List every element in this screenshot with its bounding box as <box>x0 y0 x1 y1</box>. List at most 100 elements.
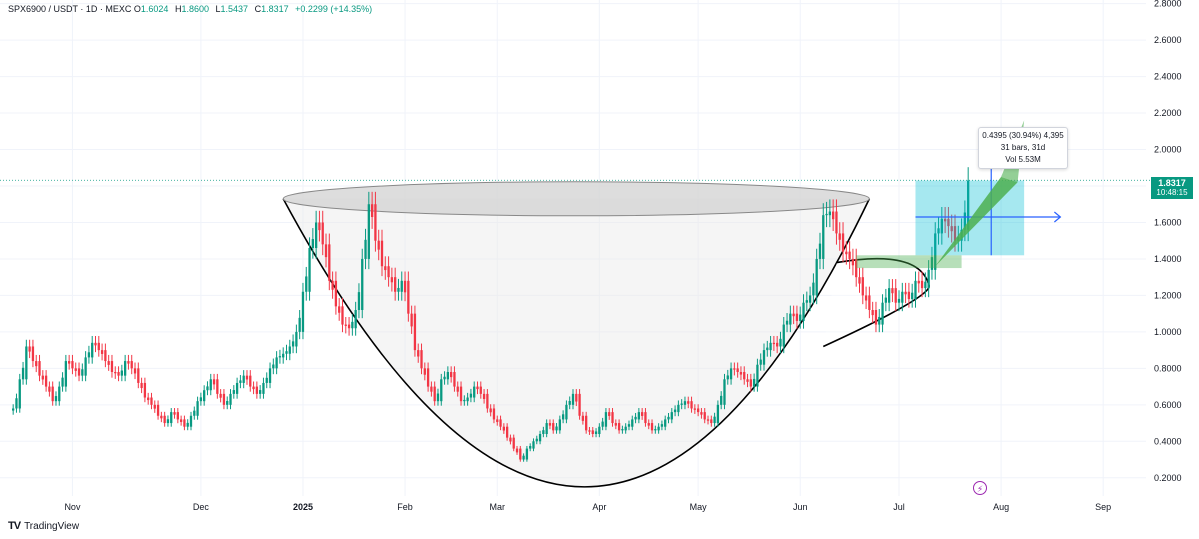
candle-body <box>647 423 650 426</box>
candle-body <box>838 233 841 240</box>
candle-body <box>565 404 568 420</box>
candle-body <box>542 430 545 434</box>
candle-body <box>285 351 288 354</box>
candle-body <box>496 419 499 422</box>
candle-body <box>265 377 268 383</box>
candle-body <box>436 393 440 402</box>
candle-body <box>318 222 321 231</box>
x-tick-label: Nov <box>64 502 81 512</box>
candle-body <box>512 437 515 449</box>
candle-body <box>532 441 535 449</box>
candle-body <box>48 386 51 392</box>
candle-body <box>354 310 357 329</box>
candle-body <box>723 379 726 405</box>
change-value: +0.2299 (+14.35%) <box>295 4 373 14</box>
candle-body <box>555 426 558 431</box>
candle-body <box>700 412 703 415</box>
candle-body <box>137 368 140 383</box>
candle-body <box>733 368 736 370</box>
tradingview-brand[interactable]: TV TradingView <box>8 520 79 532</box>
candle-body <box>364 239 367 259</box>
candle-body <box>226 400 229 405</box>
price-axis[interactable]: 2.80002.60002.40002.20002.00001.80001.60… <box>1154 0 1182 483</box>
y-tick-label: 0.8000 <box>1154 363 1182 373</box>
measure-change: 0.4395 (30.94%) 4,395 <box>982 131 1064 140</box>
symbol-name[interactable]: SPX6900 / USDT · 1D · MEXC <box>8 4 132 14</box>
open-value: 1.6024 <box>140 4 169 14</box>
candle-body <box>561 414 565 420</box>
candle-body <box>601 421 604 427</box>
candle-body <box>463 399 466 402</box>
candle-body <box>766 347 769 351</box>
candle-body <box>930 257 934 270</box>
candle-body <box>301 291 305 332</box>
candle-body <box>799 314 802 321</box>
candle-body <box>667 416 670 420</box>
close-label: C <box>254 4 262 14</box>
candle-body <box>443 376 446 380</box>
candle-body <box>77 368 81 376</box>
candle-body <box>654 429 657 431</box>
candle-body <box>720 395 723 405</box>
candle-body <box>749 379 752 387</box>
candle-body <box>482 393 486 399</box>
time-axis[interactable]: Nov Dec 2025 Feb Mar Apr May Jun Jul Aug Sep <box>64 502 1111 512</box>
candle-body <box>400 280 403 292</box>
candle-body <box>338 306 341 313</box>
candle-body <box>370 204 374 217</box>
candle-body <box>107 361 110 365</box>
candle-body <box>160 415 163 419</box>
candle-body <box>110 361 114 372</box>
candle-body <box>696 408 700 413</box>
candle-body <box>871 310 874 316</box>
brand-name: TradingView <box>24 520 80 532</box>
candle-body <box>84 357 87 376</box>
projection-wedge <box>935 176 1018 267</box>
candle-body <box>54 396 58 402</box>
candle-body <box>12 408 15 411</box>
candle-body <box>170 412 173 424</box>
candle-body <box>479 386 482 394</box>
candle-body <box>792 313 795 317</box>
candle-body <box>252 386 255 390</box>
candle-body <box>818 243 822 259</box>
lightning-icon[interactable]: ⚡ <box>973 481 987 495</box>
candle-body <box>91 342 94 358</box>
y-tick-label: 1.4000 <box>1154 254 1182 264</box>
candle-body <box>644 412 647 424</box>
x-tick-label: Dec <box>193 502 210 512</box>
candle-body <box>153 404 156 409</box>
x-tick-label: Aug <box>993 502 1009 512</box>
candle-body <box>683 401 687 405</box>
candle-body <box>186 422 189 427</box>
candle-body <box>308 248 311 292</box>
candle-body <box>729 368 733 380</box>
high-value: 1.8600 <box>181 4 209 14</box>
candle-body <box>937 228 940 234</box>
candle-body <box>104 350 107 362</box>
candle-body <box>878 316 881 325</box>
candle-body <box>156 404 160 416</box>
candle-body <box>357 292 361 310</box>
candle-body <box>456 386 459 392</box>
measure-tooltip: 0.4395 (30.94%) 4,395 31 bars, 31d Vol 5… <box>978 127 1068 169</box>
candlestick-series <box>12 167 970 462</box>
candle-body <box>476 386 479 390</box>
bar-countdown: 10:48:15 <box>1156 188 1188 197</box>
candle-body <box>627 424 631 427</box>
candle-body <box>832 211 835 220</box>
candle-body <box>25 346 28 380</box>
candle-body <box>374 204 377 241</box>
candle-body <box>917 280 920 284</box>
candle-body <box>387 266 390 278</box>
candle-body <box>430 386 433 392</box>
candle-body <box>776 342 779 347</box>
candle-body <box>117 372 120 376</box>
candle-body <box>473 386 476 398</box>
candle-body <box>245 375 249 380</box>
candle-body <box>782 324 785 347</box>
candle-body <box>690 401 693 409</box>
candle-body <box>545 423 548 434</box>
grid-lines <box>0 0 1150 496</box>
